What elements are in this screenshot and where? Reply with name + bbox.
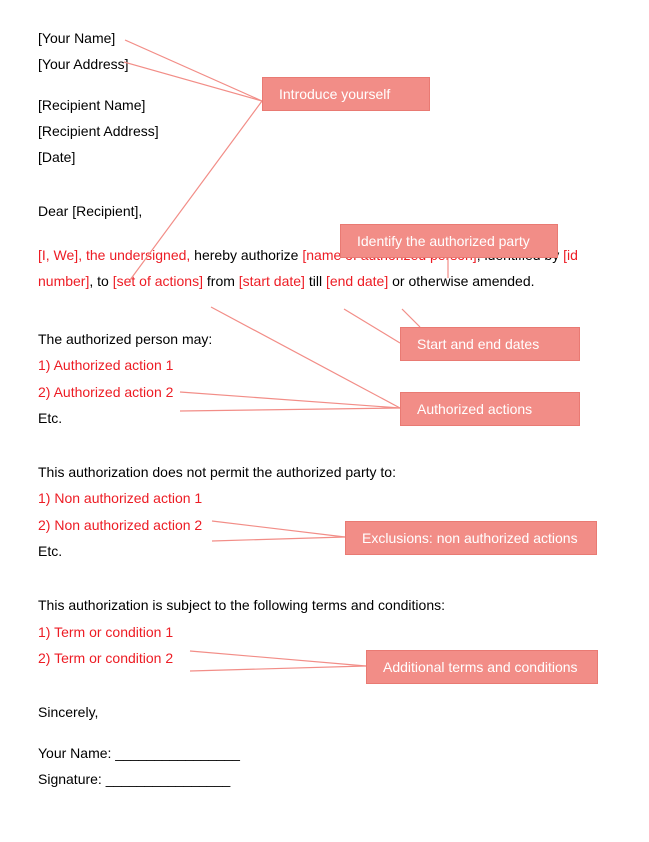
callout-identify: Identify the authorized party: [340, 224, 558, 258]
terms-heading: This authorization is subject to the fol…: [38, 595, 611, 615]
text-amended: or otherwise amended.: [388, 273, 534, 289]
callout-introduce: Introduce yourself: [262, 77, 430, 111]
text-till: till: [305, 273, 326, 289]
text-hereby: hereby authorize: [190, 247, 302, 263]
nonauth-action-1: 1) Non authorized action 1: [38, 488, 611, 508]
set-of-actions: [set of actions]: [113, 273, 203, 289]
your-name-line: Your Name: ________________: [38, 743, 611, 763]
signature-line: Signature: ________________: [38, 769, 611, 789]
callout-exclusions: Exclusions: non authorized actions: [345, 521, 597, 555]
end-date: [end date]: [326, 273, 388, 289]
undersigned-phrase: [I, We], the undersigned,: [38, 247, 190, 263]
your-name: [Your Name]: [38, 28, 611, 48]
your-address: [Your Address]: [38, 54, 611, 74]
sincerely: Sincerely,: [38, 702, 611, 722]
callout-dates: Start and end dates: [400, 327, 580, 361]
terms-item-1: 1) Term or condition 1: [38, 622, 611, 642]
callout-actions: Authorized actions: [400, 392, 580, 426]
text-to: , to: [89, 273, 112, 289]
recipient-address: [Recipient Address]: [38, 121, 611, 141]
callout-terms: Additional terms and conditions: [366, 650, 598, 684]
start-date: [start date]: [239, 273, 305, 289]
date: [Date]: [38, 147, 611, 167]
nonauth-heading: This authorization does not permit the a…: [38, 462, 611, 482]
salutation: Dear [Recipient],: [38, 201, 611, 221]
text-from: from: [203, 273, 239, 289]
